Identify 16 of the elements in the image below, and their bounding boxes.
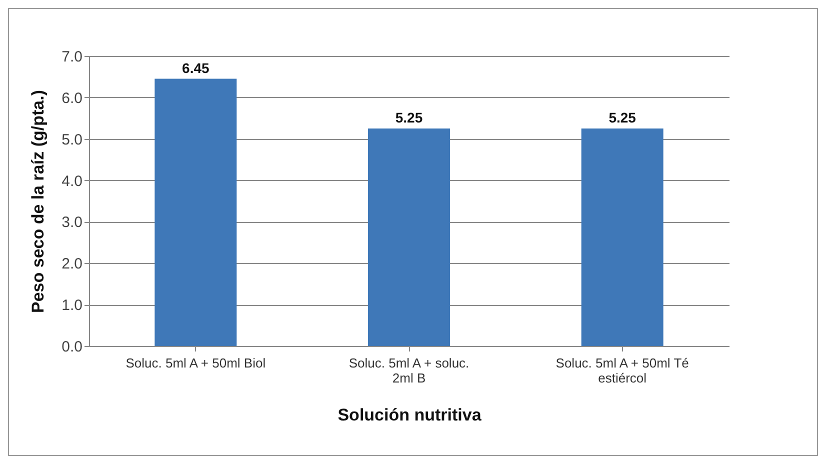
y-tick-label: 0.0 [62,338,82,356]
data-label: 5.25 [608,110,636,126]
x-tick-label: Soluc. 5ml A + 50ml Biol [126,356,266,370]
x-tick-label: Soluc. 5ml A + 50ml Té estiércol [556,356,689,386]
y-tick-label: 5.0 [62,131,82,148]
y-tick-label: 3.0 [62,214,82,232]
y-tick-label: 7.0 [62,48,82,66]
data-label: 6.45 [182,60,210,76]
y-tick-label: 6.0 [62,90,82,107]
y-axis-title: Peso seco de la raíz (g/pta.) [28,90,48,313]
data-label: 5.25 [395,110,423,126]
x-tick-label: Soluc. 5ml A + soluc. 2ml B [348,356,470,386]
y-tick-label: 1.0 [62,297,82,314]
y-tick-label: 4.0 [62,172,82,190]
x-axis-title: Solución nutritiva [338,406,482,424]
y-tick-label: 2.0 [62,256,82,273]
